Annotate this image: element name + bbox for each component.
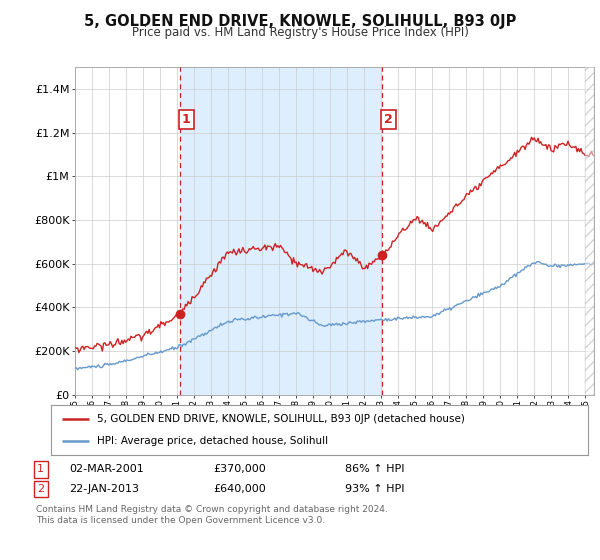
Text: 5, GOLDEN END DRIVE, KNOWLE, SOLIHULL, B93 0JP (detached house): 5, GOLDEN END DRIVE, KNOWLE, SOLIHULL, B…: [97, 414, 464, 424]
Text: 93% ↑ HPI: 93% ↑ HPI: [345, 484, 404, 494]
Text: £370,000: £370,000: [213, 464, 266, 474]
Text: 22-JAN-2013: 22-JAN-2013: [69, 484, 139, 494]
Text: 2: 2: [384, 113, 393, 126]
Text: £640,000: £640,000: [213, 484, 266, 494]
Text: 1: 1: [182, 113, 190, 126]
Text: Price paid vs. HM Land Registry's House Price Index (HPI): Price paid vs. HM Land Registry's House …: [131, 26, 469, 39]
Bar: [180, 67, 382, 395]
Text: 86% ↑ HPI: 86% ↑ HPI: [345, 464, 404, 474]
Text: 2: 2: [37, 484, 44, 494]
Bar: [586, 67, 594, 395]
Text: 02-MAR-2001: 02-MAR-2001: [69, 464, 144, 474]
Text: 5, GOLDEN END DRIVE, KNOWLE, SOLIHULL, B93 0JP: 5, GOLDEN END DRIVE, KNOWLE, SOLIHULL, B…: [84, 14, 516, 29]
Text: Contains HM Land Registry data © Crown copyright and database right 2024.
This d: Contains HM Land Registry data © Crown c…: [36, 505, 388, 525]
Text: HPI: Average price, detached house, Solihull: HPI: Average price, detached house, Soli…: [97, 436, 328, 446]
Text: 1: 1: [37, 464, 44, 474]
